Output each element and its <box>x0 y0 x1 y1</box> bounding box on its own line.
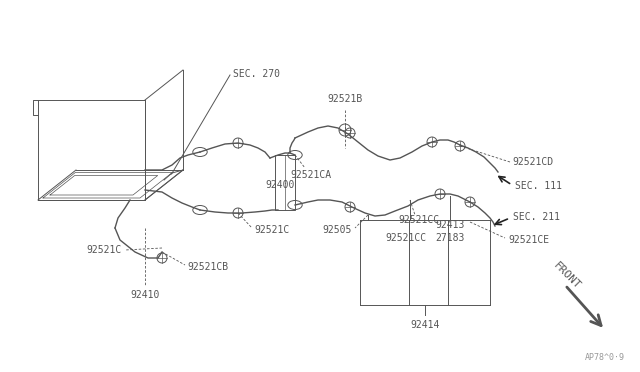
Text: 92413: 92413 <box>435 220 465 230</box>
Text: 92521CE: 92521CE <box>508 235 549 245</box>
Text: SEC. 270: SEC. 270 <box>233 69 280 79</box>
Text: 92521C: 92521C <box>254 225 289 235</box>
Text: 92521CC: 92521CC <box>398 215 439 225</box>
Text: 92521CC: 92521CC <box>385 233 426 243</box>
Text: 92414: 92414 <box>410 320 440 330</box>
Text: 92505: 92505 <box>323 225 352 235</box>
Text: AP78^0·9: AP78^0·9 <box>585 353 625 362</box>
Text: 92521CB: 92521CB <box>187 262 228 272</box>
Text: SEC. 211: SEC. 211 <box>513 212 560 222</box>
Text: FRONT: FRONT <box>551 260 582 291</box>
Text: 92521C: 92521C <box>87 245 122 255</box>
Text: SEC. 111: SEC. 111 <box>515 181 562 191</box>
Text: 92400: 92400 <box>265 180 294 190</box>
Text: 27183: 27183 <box>435 233 465 243</box>
Text: 92521CD: 92521CD <box>512 157 553 167</box>
Text: 92521B: 92521B <box>328 94 363 104</box>
Bar <box>275 155 295 210</box>
Text: 92521CA: 92521CA <box>290 170 331 180</box>
Text: 92410: 92410 <box>131 290 160 300</box>
